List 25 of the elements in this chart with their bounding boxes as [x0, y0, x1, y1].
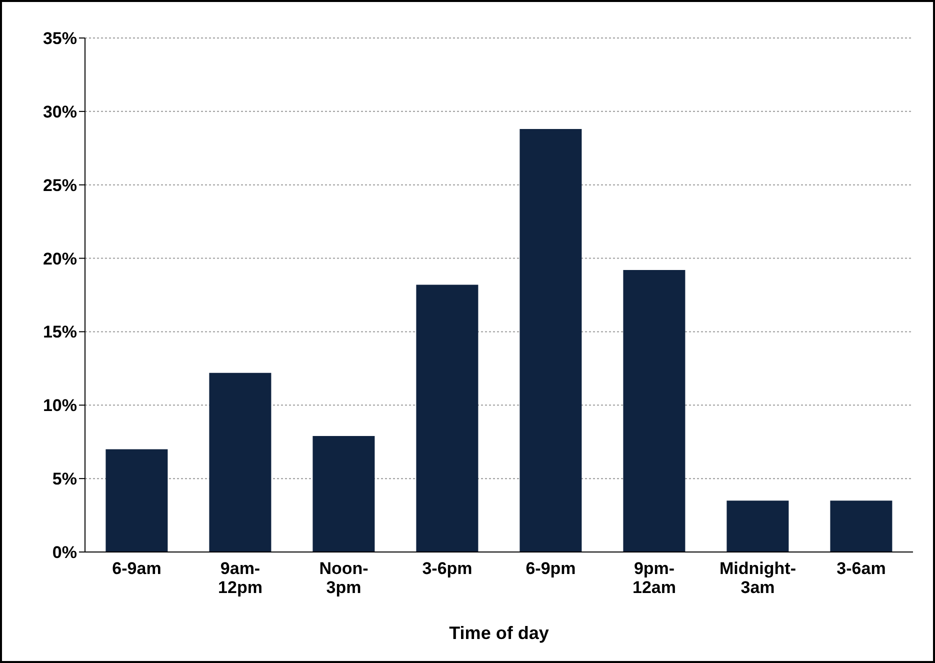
bar	[726, 500, 789, 552]
x-tick-label: 3-6pm	[422, 559, 472, 578]
y-tick-label: 20%	[42, 249, 77, 268]
x-tick-label: 3-6am	[836, 559, 886, 578]
y-tick-label: 10%	[42, 396, 77, 416]
x-tick-label: 9pm-12am	[632, 559, 676, 597]
bar	[830, 500, 892, 552]
bar	[209, 372, 272, 552]
x-tick-label: Midnight-3am	[720, 559, 796, 597]
bar	[520, 129, 582, 552]
x-tick-label: 6-9pm	[526, 559, 576, 578]
y-tick-label: 35%	[42, 29, 77, 48]
x-axis-title: Time of day	[449, 623, 549, 643]
y-tick-label: 30%	[42, 102, 77, 122]
x-tick-label: Noon-3pm	[319, 559, 368, 597]
y-tick-label: 5%	[52, 470, 77, 489]
y-tick-label: 15%	[42, 322, 77, 342]
y-tick-label: 25%	[42, 176, 77, 195]
bar	[106, 449, 168, 552]
bar	[623, 270, 686, 552]
x-tick-label: 9am-12pm	[218, 559, 262, 597]
bar	[416, 284, 478, 552]
bar	[312, 436, 375, 552]
y-tick-label: 0%	[52, 543, 77, 562]
x-tick-label: 6-9am	[112, 559, 162, 578]
